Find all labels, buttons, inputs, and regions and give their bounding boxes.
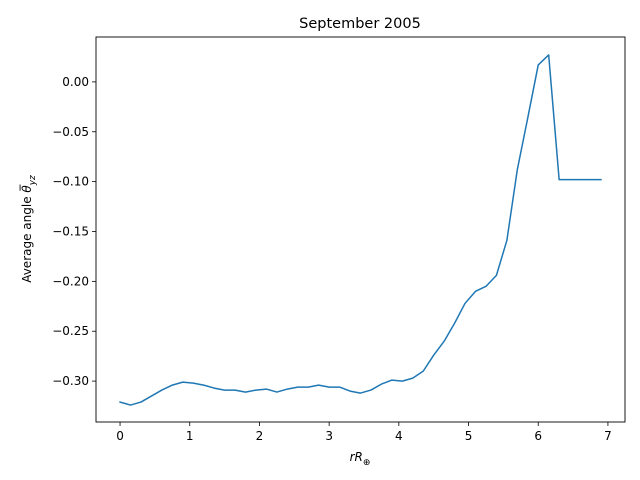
y-tick-label: −0.15 — [52, 224, 89, 238]
line-layer — [119, 54, 602, 406]
plot-area — [95, 36, 626, 423]
x-tick-label: 0 — [116, 429, 124, 443]
series-line-0 — [119, 54, 602, 406]
x-axis-label: rR⊕ — [350, 450, 371, 468]
y-axis-label: Average angle θ̅yz — [19, 175, 38, 283]
y-axis-ticks: −0.30 −0.25 −0.20 −0.15 −0.10 −0.05 0.00 — [52, 75, 96, 388]
axes-background — [96, 37, 625, 422]
x-tick-label: 4 — [395, 429, 403, 443]
y-tick-label: −0.25 — [52, 324, 89, 338]
x-tick-label: 3 — [325, 429, 333, 443]
x-tick-label: 2 — [256, 429, 264, 443]
chart-title: September 2005 — [299, 16, 421, 32]
y-tick-label: 0.00 — [62, 75, 89, 89]
y-tick-label: −0.30 — [52, 374, 89, 388]
y-tick-label: −0.20 — [52, 274, 89, 288]
x-tick-label: 7 — [604, 429, 612, 443]
y-tick-label: −0.10 — [52, 175, 89, 189]
x-tick-label: 5 — [465, 429, 473, 443]
x-tick-label: 1 — [186, 429, 194, 443]
x-tick-label: 6 — [534, 429, 542, 443]
x-axis-ticks: 0 1 2 3 4 5 6 7 — [116, 422, 612, 443]
axes-frame — [95, 36, 626, 423]
y-tick-label: −0.05 — [52, 125, 89, 139]
